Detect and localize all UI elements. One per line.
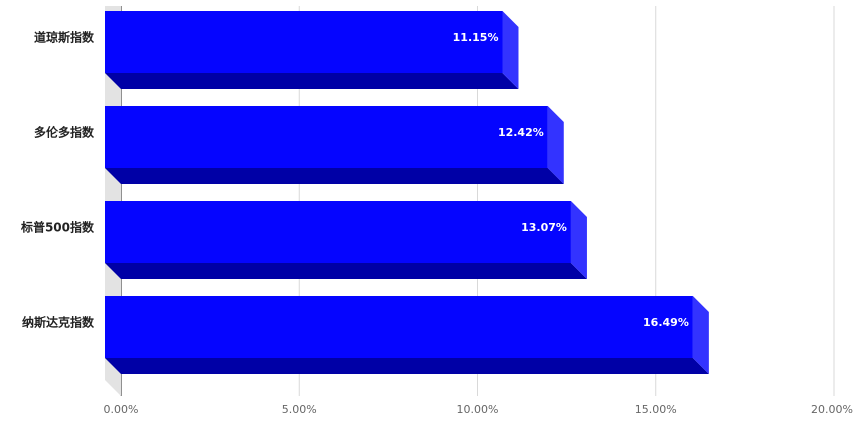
bar-bottom-face <box>105 358 709 374</box>
x-tick-labels: 0.00% 5.00% 10.00% 15.00% 20.00% <box>104 403 853 416</box>
x-tick-label: 20.00% <box>811 403 853 416</box>
bar: 12.42% <box>105 106 564 184</box>
bar-front-face <box>105 201 571 263</box>
category-label: 多伦多指数 <box>34 125 95 140</box>
bar-bottom-face <box>105 168 564 184</box>
bar: 16.49% <box>105 296 709 374</box>
bar-front-face <box>105 106 548 168</box>
data-label: 13.07% <box>521 221 567 234</box>
data-label: 16.49% <box>643 316 689 329</box>
bar-bottom-face <box>105 73 519 89</box>
bar-side-face <box>570 201 587 279</box>
category-label: 道琼斯指数 <box>34 30 95 45</box>
x-tick-label: 15.00% <box>635 403 677 416</box>
data-label: 11.15% <box>453 31 499 44</box>
bar-front-face <box>105 11 503 73</box>
bars: 11.15% 12.42% 13.07% 16.49% <box>105 11 709 374</box>
bar: 13.07% <box>105 201 587 279</box>
bar-side-face <box>502 11 519 89</box>
bar-side-face <box>547 106 564 184</box>
bar-side-face <box>692 296 709 374</box>
x-tick-label: 5.00% <box>282 403 317 416</box>
x-tick-label: 10.00% <box>457 403 499 416</box>
bar-bottom-face <box>105 263 587 279</box>
bar-front-face <box>105 296 693 358</box>
category-label: 标普500指数 <box>20 220 95 235</box>
x-tick-label: 0.00% <box>104 403 139 416</box>
data-label: 12.42% <box>498 126 544 139</box>
bar: 11.15% <box>105 11 519 89</box>
category-label: 纳斯达克指数 <box>22 315 95 330</box>
